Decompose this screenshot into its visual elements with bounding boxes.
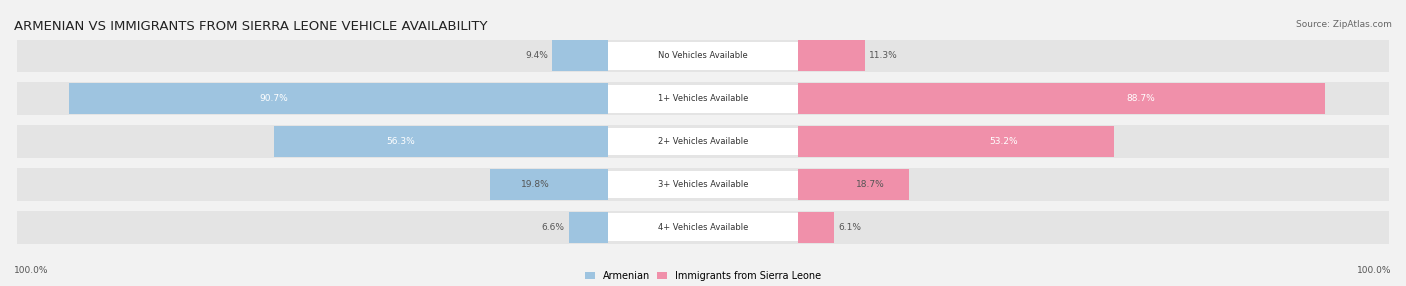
Text: 18.7%: 18.7% [856,180,884,189]
FancyBboxPatch shape [596,126,810,157]
Text: 19.8%: 19.8% [520,180,550,189]
FancyBboxPatch shape [0,38,1406,73]
Text: 90.7%: 90.7% [260,94,288,103]
FancyBboxPatch shape [596,212,810,243]
FancyBboxPatch shape [0,81,1406,116]
FancyBboxPatch shape [596,83,810,114]
Text: 11.3%: 11.3% [869,51,898,60]
Text: 6.1%: 6.1% [838,223,862,232]
Text: 9.4%: 9.4% [526,51,548,60]
FancyBboxPatch shape [0,167,1406,202]
FancyBboxPatch shape [796,39,868,72]
Text: 6.6%: 6.6% [541,223,565,232]
Text: No Vehicles Available: No Vehicles Available [658,51,748,60]
FancyBboxPatch shape [0,210,1406,245]
Text: 3+ Vehicles Available: 3+ Vehicles Available [658,180,748,189]
FancyBboxPatch shape [778,82,1346,115]
FancyBboxPatch shape [550,39,610,72]
FancyBboxPatch shape [567,211,610,244]
FancyBboxPatch shape [48,82,630,115]
Text: 56.3%: 56.3% [387,137,415,146]
Text: 100.0%: 100.0% [1357,266,1392,275]
Text: 53.2%: 53.2% [988,137,1018,146]
FancyBboxPatch shape [596,40,810,71]
Text: 88.7%: 88.7% [1126,94,1154,103]
Text: 100.0%: 100.0% [14,266,49,275]
FancyBboxPatch shape [596,169,810,200]
Text: ARMENIAN VS IMMIGRANTS FROM SIERRA LEONE VEHICLE AVAILABILITY: ARMENIAN VS IMMIGRANTS FROM SIERRA LEONE… [14,20,488,33]
Text: 2+ Vehicles Available: 2+ Vehicles Available [658,137,748,146]
FancyBboxPatch shape [260,125,621,158]
Text: 4+ Vehicles Available: 4+ Vehicles Available [658,223,748,232]
Text: Source: ZipAtlas.com: Source: ZipAtlas.com [1296,20,1392,29]
FancyBboxPatch shape [485,168,613,201]
Text: 1+ Vehicles Available: 1+ Vehicles Available [658,94,748,103]
Legend: Armenian, Immigrants from Sierra Leone: Armenian, Immigrants from Sierra Leone [585,271,821,281]
FancyBboxPatch shape [786,125,1126,158]
FancyBboxPatch shape [796,211,835,244]
FancyBboxPatch shape [793,168,914,201]
FancyBboxPatch shape [0,124,1406,159]
